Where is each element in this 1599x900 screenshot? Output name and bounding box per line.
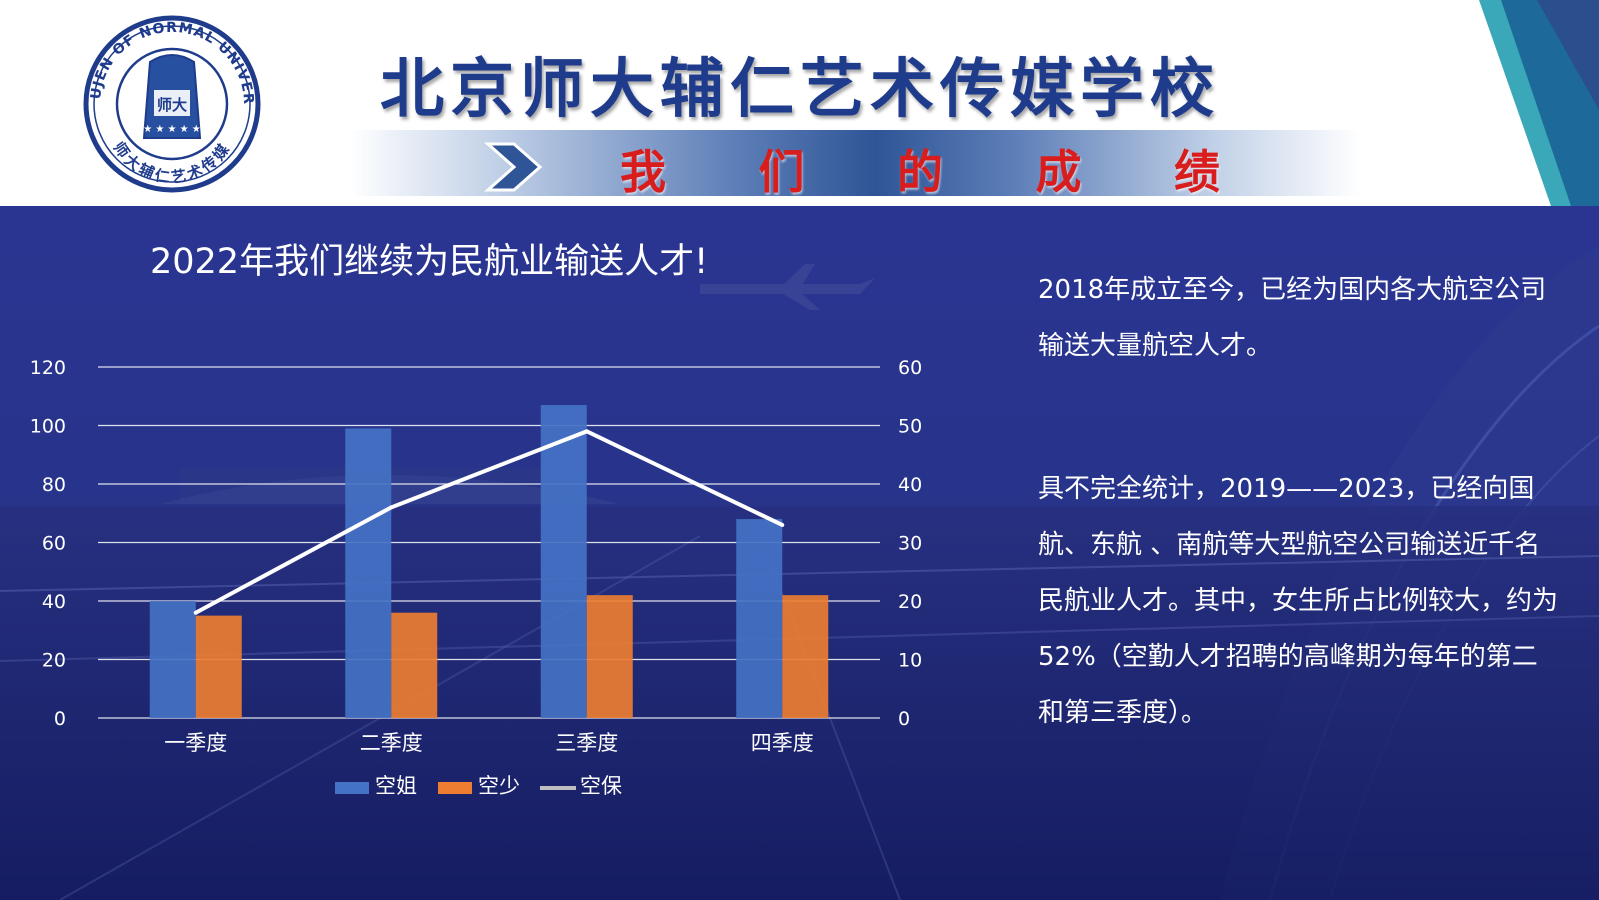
y2-tick-label: 40	[898, 474, 922, 496]
y2-tick-label: 0	[898, 708, 910, 730]
bar-空姐	[736, 519, 783, 718]
intro-paragraph: 2018年成立至今，已经为国内各大航空公司输送大量航空人才。	[1038, 275, 1547, 361]
section-title-char: 的	[897, 145, 943, 199]
y2-tick-label: 10	[898, 650, 922, 672]
legend-swatch	[438, 782, 472, 794]
category-label: 一季度	[164, 731, 227, 755]
category-label: 二季度	[360, 731, 423, 755]
bar-空姐	[149, 601, 196, 718]
legend-label: 空保	[580, 774, 622, 798]
y2-tick-label: 50	[898, 416, 922, 438]
svg-text:★ ★ ★ ★ ★: ★ ★ ★ ★ ★	[143, 124, 201, 135]
bar-空少	[782, 595, 829, 718]
bar-空少	[195, 615, 242, 718]
header: THEFUJEN OF NORMAL UNIVERSITY 师大辅仁艺术传媒 师…	[0, 0, 1599, 206]
y-tick-label: 100	[30, 416, 66, 438]
y-tick-label: 80	[42, 474, 66, 496]
y2-tick-label: 20	[898, 591, 922, 613]
legend-swatch	[335, 782, 369, 794]
bar-空姐	[540, 405, 587, 718]
bar-空少	[391, 612, 438, 718]
legend-label: 空姐	[375, 774, 417, 798]
airport-background	[0, 206, 1599, 900]
corner-decoration	[1479, 0, 1599, 206]
school-logo: THEFUJEN OF NORMAL UNIVERSITY 师大辅仁艺术传媒 师…	[62, 12, 261, 193]
line-point	[780, 522, 785, 527]
y-tick-label: 40	[42, 591, 66, 613]
section-title-char: 我	[620, 145, 666, 199]
svg-text:师大: 师大	[157, 96, 187, 114]
line-point	[193, 610, 198, 615]
section-title-char: 绩	[1174, 145, 1220, 199]
statistics-paragraph: 具不完全统计，2019——2023，已经向国航、东航 、南航等大型航空公司输送近…	[1038, 474, 1559, 728]
chevron-right-icon	[484, 142, 543, 192]
chart-title: 2022年我们继续为民航业输送人才!	[150, 242, 709, 282]
section-title-char: 成	[1035, 145, 1082, 199]
y-tick-label: 0	[54, 708, 66, 730]
y-tick-label: 60	[42, 533, 66, 555]
bar-空姐	[345, 428, 392, 718]
category-label: 三季度	[555, 731, 618, 755]
section-title-char: 们	[758, 145, 805, 199]
y2-tick-label: 30	[898, 533, 922, 555]
y-tick-label: 120	[30, 357, 66, 379]
section-title: 我 们 的 成 绩	[620, 136, 1220, 202]
school-name: 北京师大辅仁艺术传媒学校	[380, 53, 1220, 127]
y-tick-label: 20	[42, 650, 66, 672]
bar-空少	[586, 595, 633, 718]
line-point	[389, 505, 394, 510]
line-空保	[194, 429, 784, 615]
quarterly-chart: 0 20 40 60 80 100 120 0 10 20 30 40 50 60 一季度 二季度 三季度 四…	[30, 357, 922, 798]
y2-tick-label: 60	[898, 357, 922, 379]
legend-label: 空少	[478, 774, 520, 798]
category-label: 四季度	[751, 731, 814, 755]
line-point	[584, 429, 589, 434]
